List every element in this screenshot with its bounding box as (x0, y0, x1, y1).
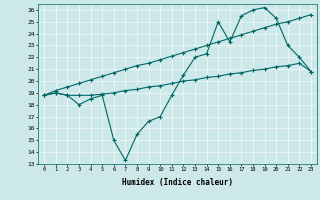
X-axis label: Humidex (Indice chaleur): Humidex (Indice chaleur) (122, 178, 233, 187)
